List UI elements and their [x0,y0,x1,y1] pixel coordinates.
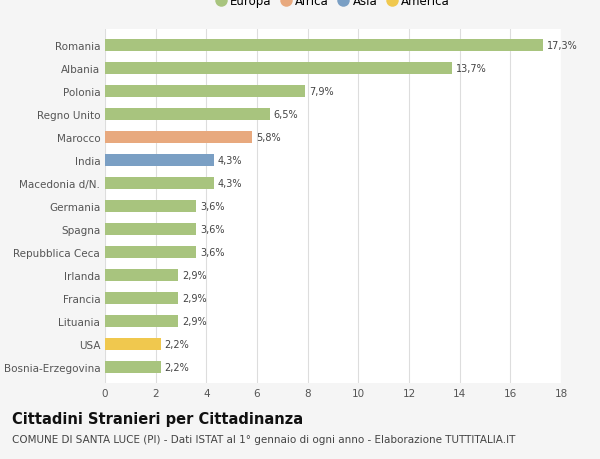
Text: 3,6%: 3,6% [200,247,224,257]
Text: 4,3%: 4,3% [218,179,242,189]
Text: 2,9%: 2,9% [182,316,207,326]
Text: 13,7%: 13,7% [456,64,487,74]
Bar [105,62,452,75]
Bar [105,177,214,190]
Text: Cittadini Stranieri per Cittadinanza: Cittadini Stranieri per Cittadinanza [12,411,303,426]
Text: 5,8%: 5,8% [256,133,280,143]
Bar [105,223,196,236]
Legend: Europa, Africa, Asia, America: Europa, Africa, Asia, America [216,0,450,8]
Bar [105,361,161,374]
Bar [105,154,214,167]
Text: 17,3%: 17,3% [547,41,578,51]
Text: 4,3%: 4,3% [218,156,242,166]
Bar [105,108,269,121]
Bar [105,85,305,98]
Bar [105,39,543,52]
Text: 6,5%: 6,5% [274,110,298,120]
Text: 2,9%: 2,9% [182,293,207,303]
Bar [105,315,178,328]
Bar [105,269,178,282]
Text: 3,6%: 3,6% [200,202,224,212]
Text: 7,9%: 7,9% [309,87,334,97]
Text: COMUNE DI SANTA LUCE (PI) - Dati ISTAT al 1° gennaio di ogni anno - Elaborazione: COMUNE DI SANTA LUCE (PI) - Dati ISTAT a… [12,434,515,444]
Text: 2,2%: 2,2% [164,339,189,349]
Text: 2,2%: 2,2% [164,362,189,372]
Text: 3,6%: 3,6% [200,224,224,235]
Bar [105,200,196,213]
Bar [105,246,196,259]
Text: 2,9%: 2,9% [182,270,207,280]
Bar [105,131,252,144]
Bar [105,338,161,351]
Bar [105,292,178,305]
